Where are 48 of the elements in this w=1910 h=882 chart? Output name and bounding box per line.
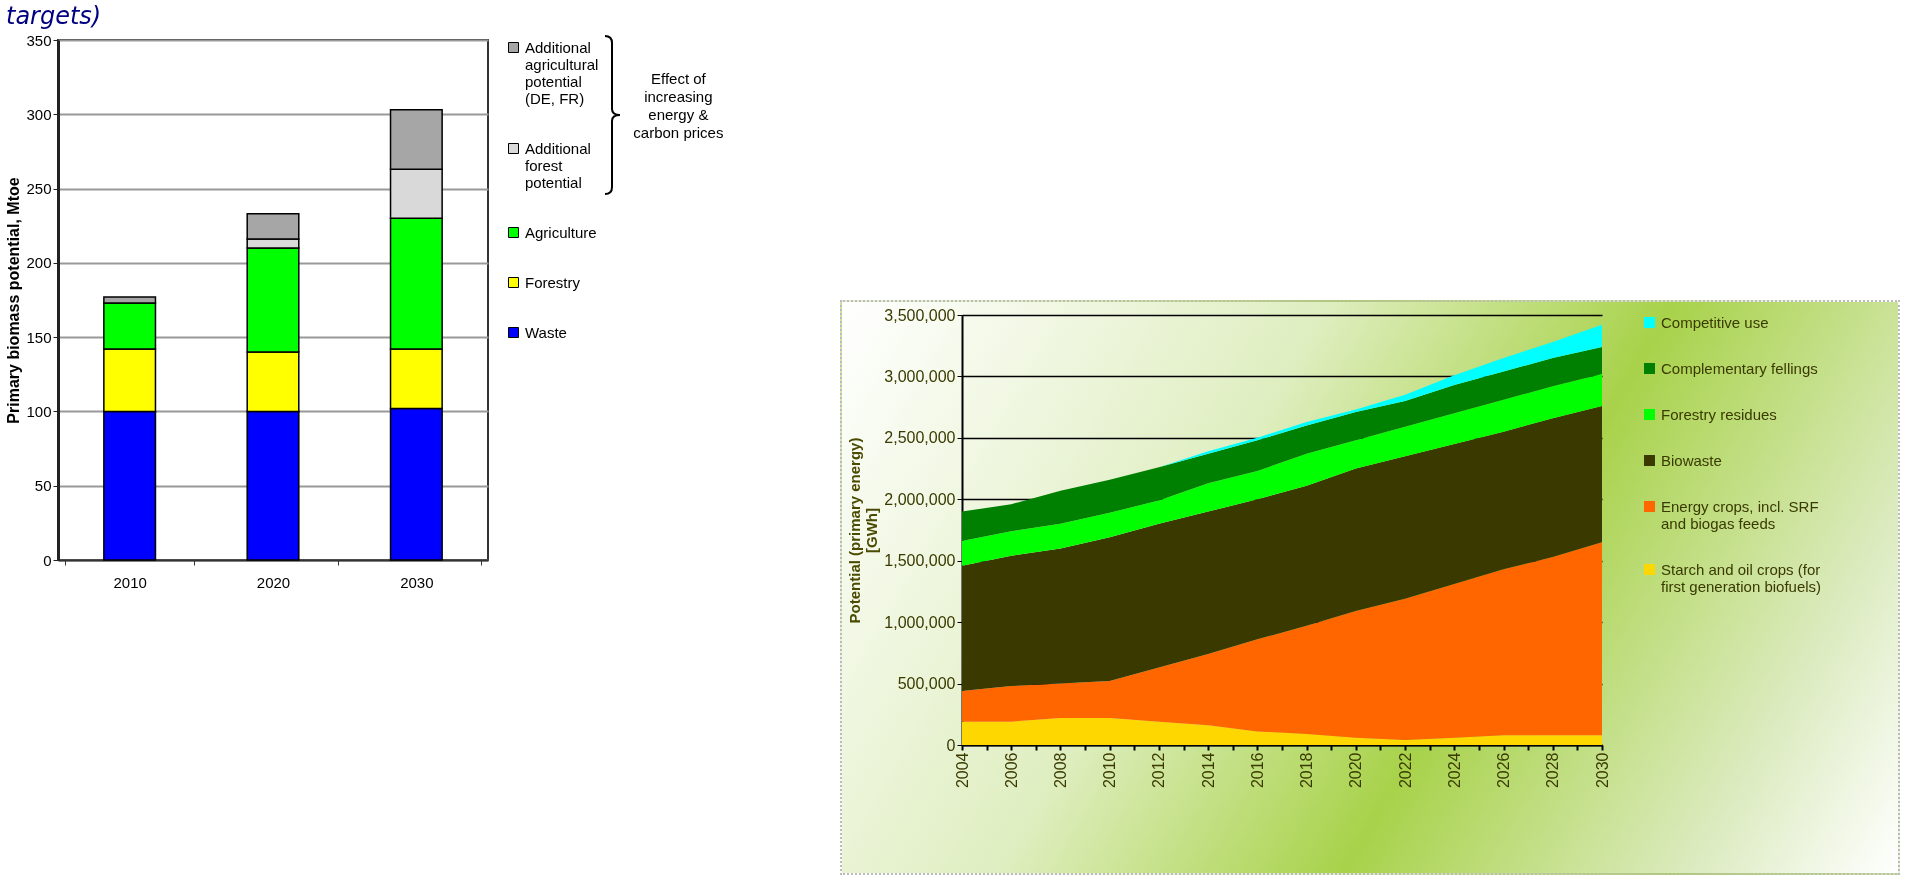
x-tick-label: 2020 xyxy=(256,573,291,591)
y-tick-label: 100 xyxy=(26,402,52,420)
y-tick-label: 300 xyxy=(26,105,52,123)
y-tick-label: 250 xyxy=(26,180,52,198)
y-axis-title: Primary biomass potential, Mtoe xyxy=(5,177,23,424)
y-tick-label: 350 xyxy=(26,31,52,49)
x-tick-label: 2010 xyxy=(113,573,147,591)
x-tick-label: 2026 xyxy=(1495,752,1513,789)
y-tick-label: 0 xyxy=(946,736,956,754)
x-tick-label: 2030 xyxy=(400,573,434,591)
y-tick-label: 200 xyxy=(26,254,52,272)
y-tick-label: 2,500,000 xyxy=(884,429,956,447)
x-tick-label: 2028 xyxy=(1544,752,1562,789)
legend-label: Additional agricultural potential (DE, FR) xyxy=(525,38,599,107)
y-tick-label: 2,000,000 xyxy=(884,490,956,508)
y-tick-label: 150 xyxy=(26,328,52,346)
legend-label: Starch and oil crops (for first generation biofuels) xyxy=(1661,560,1822,595)
y-tick-label: 1,500,000 xyxy=(884,552,956,570)
y-tick-label: 0 xyxy=(43,551,52,569)
legend-label: Waste xyxy=(525,323,567,341)
x-tick-label: 2030 xyxy=(1593,752,1611,789)
chart-title: targets) xyxy=(5,2,102,30)
y-tick-label: 1,000,000 xyxy=(884,613,956,631)
x-tick-label: 2012 xyxy=(1150,752,1168,789)
x-tick-label: 2016 xyxy=(1248,752,1266,789)
legend-label: Energy crops, incl. SRF and biogas feeds xyxy=(1661,497,1819,532)
legend-label: Additional forest potential xyxy=(525,139,591,191)
x-tick-label: 2014 xyxy=(1199,752,1217,789)
legend-label: Agriculture xyxy=(525,223,597,241)
legend-label: Complementary fellings xyxy=(1661,359,1818,377)
legend-label: Forestry residues xyxy=(1661,405,1777,423)
y-axis-title: Potential (primary energy) [GWh] xyxy=(846,437,881,624)
y-tick-label: 50 xyxy=(34,477,52,495)
y-tick-label: 500,000 xyxy=(897,675,956,693)
legend-label: Forestry xyxy=(525,273,581,291)
x-tick-label: 2020 xyxy=(1347,752,1365,789)
x-tick-label: 2018 xyxy=(1298,752,1316,789)
x-tick-label: 2024 xyxy=(1445,752,1463,789)
x-tick-label: 2004 xyxy=(953,752,971,789)
x-tick-label: 2008 xyxy=(1051,752,1069,789)
x-tick-label: 2006 xyxy=(1002,752,1020,789)
y-tick-label: 3,500,000 xyxy=(884,306,956,324)
x-tick-label: 2022 xyxy=(1396,752,1414,789)
legend-label: Competitive use xyxy=(1661,313,1769,331)
x-tick-label: 2010 xyxy=(1101,752,1119,789)
text: Effect of increasing energy & carbon prices xyxy=(632,69,725,142)
y-tick-label: 3,000,000 xyxy=(884,367,956,385)
legend-label: Biowaste xyxy=(1661,451,1722,469)
